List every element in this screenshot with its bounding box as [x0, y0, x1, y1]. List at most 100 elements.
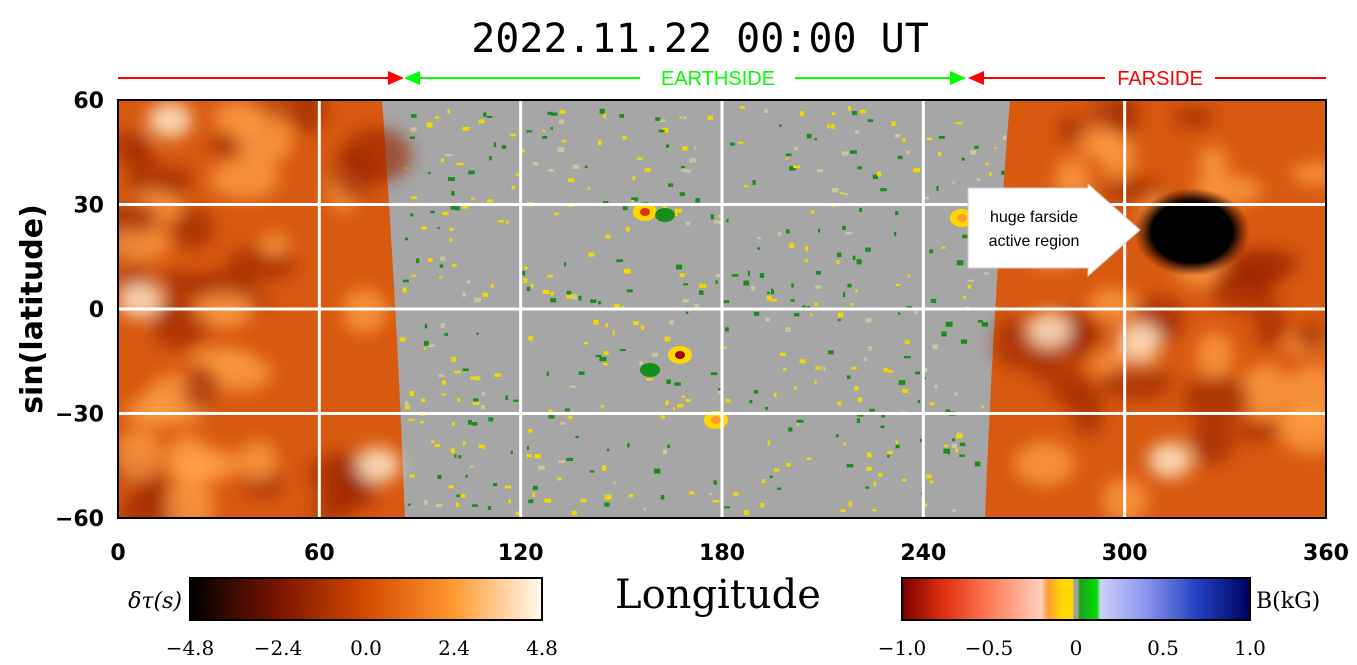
magnetic-patch	[907, 274, 911, 278]
y-axis-ticks: 60 30 0 −30 −60	[55, 89, 104, 532]
magnetic-patch	[639, 360, 643, 365]
magnetic-patch	[527, 429, 533, 433]
magnetic-patch	[805, 246, 809, 252]
magnetic-patch	[447, 109, 451, 114]
magnetic-patch	[623, 268, 631, 274]
farside-texture-blob	[118, 223, 169, 261]
magnetic-patch	[404, 400, 409, 406]
farside-texture-blob	[236, 111, 294, 167]
farside-texture-blob	[313, 493, 352, 518]
colorbar-tick-label: 1.0	[1234, 636, 1266, 660]
farside-texture-blob	[118, 429, 163, 481]
magnetic-patch	[843, 442, 846, 446]
y-tick-label: −30	[55, 403, 104, 428]
farside-texture-blob	[343, 288, 387, 334]
farside-bright-patch	[1148, 442, 1192, 478]
magnetic-patch	[612, 330, 615, 336]
magnetic-patch	[856, 260, 862, 265]
magnetic-patch	[466, 280, 471, 284]
magnetic-patch	[462, 126, 470, 131]
magnetic-patch	[480, 405, 485, 410]
farside-texture-blob	[341, 128, 412, 183]
magnetic-patch	[698, 290, 704, 295]
magnetic-patch	[743, 280, 750, 286]
magnetic-patch	[458, 455, 462, 459]
magnetic-patch	[435, 503, 443, 508]
magnetic-patch	[967, 279, 975, 282]
magnetic-patch	[674, 208, 682, 213]
magnetic-patch	[881, 413, 886, 418]
magnetic-patch	[593, 319, 599, 325]
magnetic-patch	[846, 375, 851, 380]
farside-texture-blob	[1240, 363, 1292, 420]
magnetic-patch	[631, 197, 639, 202]
magnetic-patch	[843, 192, 849, 196]
magnetic-patch	[411, 274, 416, 277]
magnetic-patch	[563, 262, 567, 267]
magnetic-patch	[817, 169, 824, 173]
magnetic-patch	[774, 468, 780, 472]
magnetic-patch	[887, 454, 890, 458]
farside-bright-patch	[148, 102, 192, 138]
magnetic-patch	[856, 259, 862, 262]
magnetic-patch	[815, 285, 822, 289]
magnetic-patch	[644, 507, 647, 511]
magnetic-patch	[437, 474, 442, 480]
magnetic-patch	[814, 138, 818, 141]
magnetic-patch	[598, 300, 601, 305]
magnetic-patch	[497, 220, 505, 223]
magnetic-patch	[840, 509, 846, 513]
colorbar-tick-label: 0.0	[350, 636, 382, 660]
magnetic-patch	[872, 508, 877, 512]
magnetic-patch	[894, 133, 900, 138]
magnetic-patch	[660, 415, 665, 419]
magnetic-patch	[779, 124, 782, 127]
magnetic-patch	[423, 347, 427, 350]
farside-texture-blob	[1198, 146, 1229, 181]
region-arrows	[118, 71, 1326, 85]
magnetic-patch	[761, 479, 766, 484]
magnetic-patch	[547, 111, 553, 115]
magnetic-patch	[818, 228, 821, 233]
magnetic-patch	[960, 339, 968, 344]
magnetic-patch	[902, 388, 909, 393]
farside-texture-blob	[118, 130, 148, 164]
magnetic-patch	[682, 299, 690, 303]
magnetic-patch	[846, 464, 854, 468]
magnetic-patch	[941, 246, 946, 249]
magnetic-patch	[542, 136, 548, 139]
magnetic-patch	[951, 438, 955, 442]
magnetic-patch	[681, 395, 685, 398]
magnetic-patch	[865, 317, 872, 323]
magnetic-patch	[504, 485, 512, 489]
magnetic-patch	[488, 417, 494, 422]
magnetic-patch	[668, 183, 674, 187]
magnetic-patch	[542, 289, 550, 294]
magnetic-patch	[806, 457, 812, 461]
magnetic-patch	[712, 500, 720, 503]
magnetic-patch	[409, 474, 416, 478]
magnetic-patch	[598, 140, 602, 146]
magnetic-patch	[747, 270, 750, 276]
magnetic-patch	[710, 372, 718, 376]
chart-title: 2022.11.22 00:00 UT	[471, 16, 929, 62]
magnetic-patch	[929, 249, 934, 254]
magnetic-patch	[926, 137, 933, 141]
magnetic-patch	[680, 166, 686, 169]
magnetic-patch	[439, 264, 444, 268]
magnetic-patch	[785, 157, 789, 160]
farside-texture-blob	[238, 440, 278, 482]
magnetic-patch	[681, 146, 688, 151]
magnetic-patch	[532, 485, 538, 490]
magnetic-patch	[508, 499, 512, 504]
magnetic-patch	[544, 498, 552, 503]
magnetic-patch	[887, 450, 894, 454]
colorbar-b	[901, 577, 1251, 621]
magnetic-patch	[469, 465, 474, 468]
magnetic-patch	[887, 369, 894, 373]
magnetic-patch	[410, 127, 417, 132]
magnetic-patch	[679, 116, 683, 119]
magnetic-patch	[603, 351, 609, 355]
active-region-core	[640, 208, 650, 216]
